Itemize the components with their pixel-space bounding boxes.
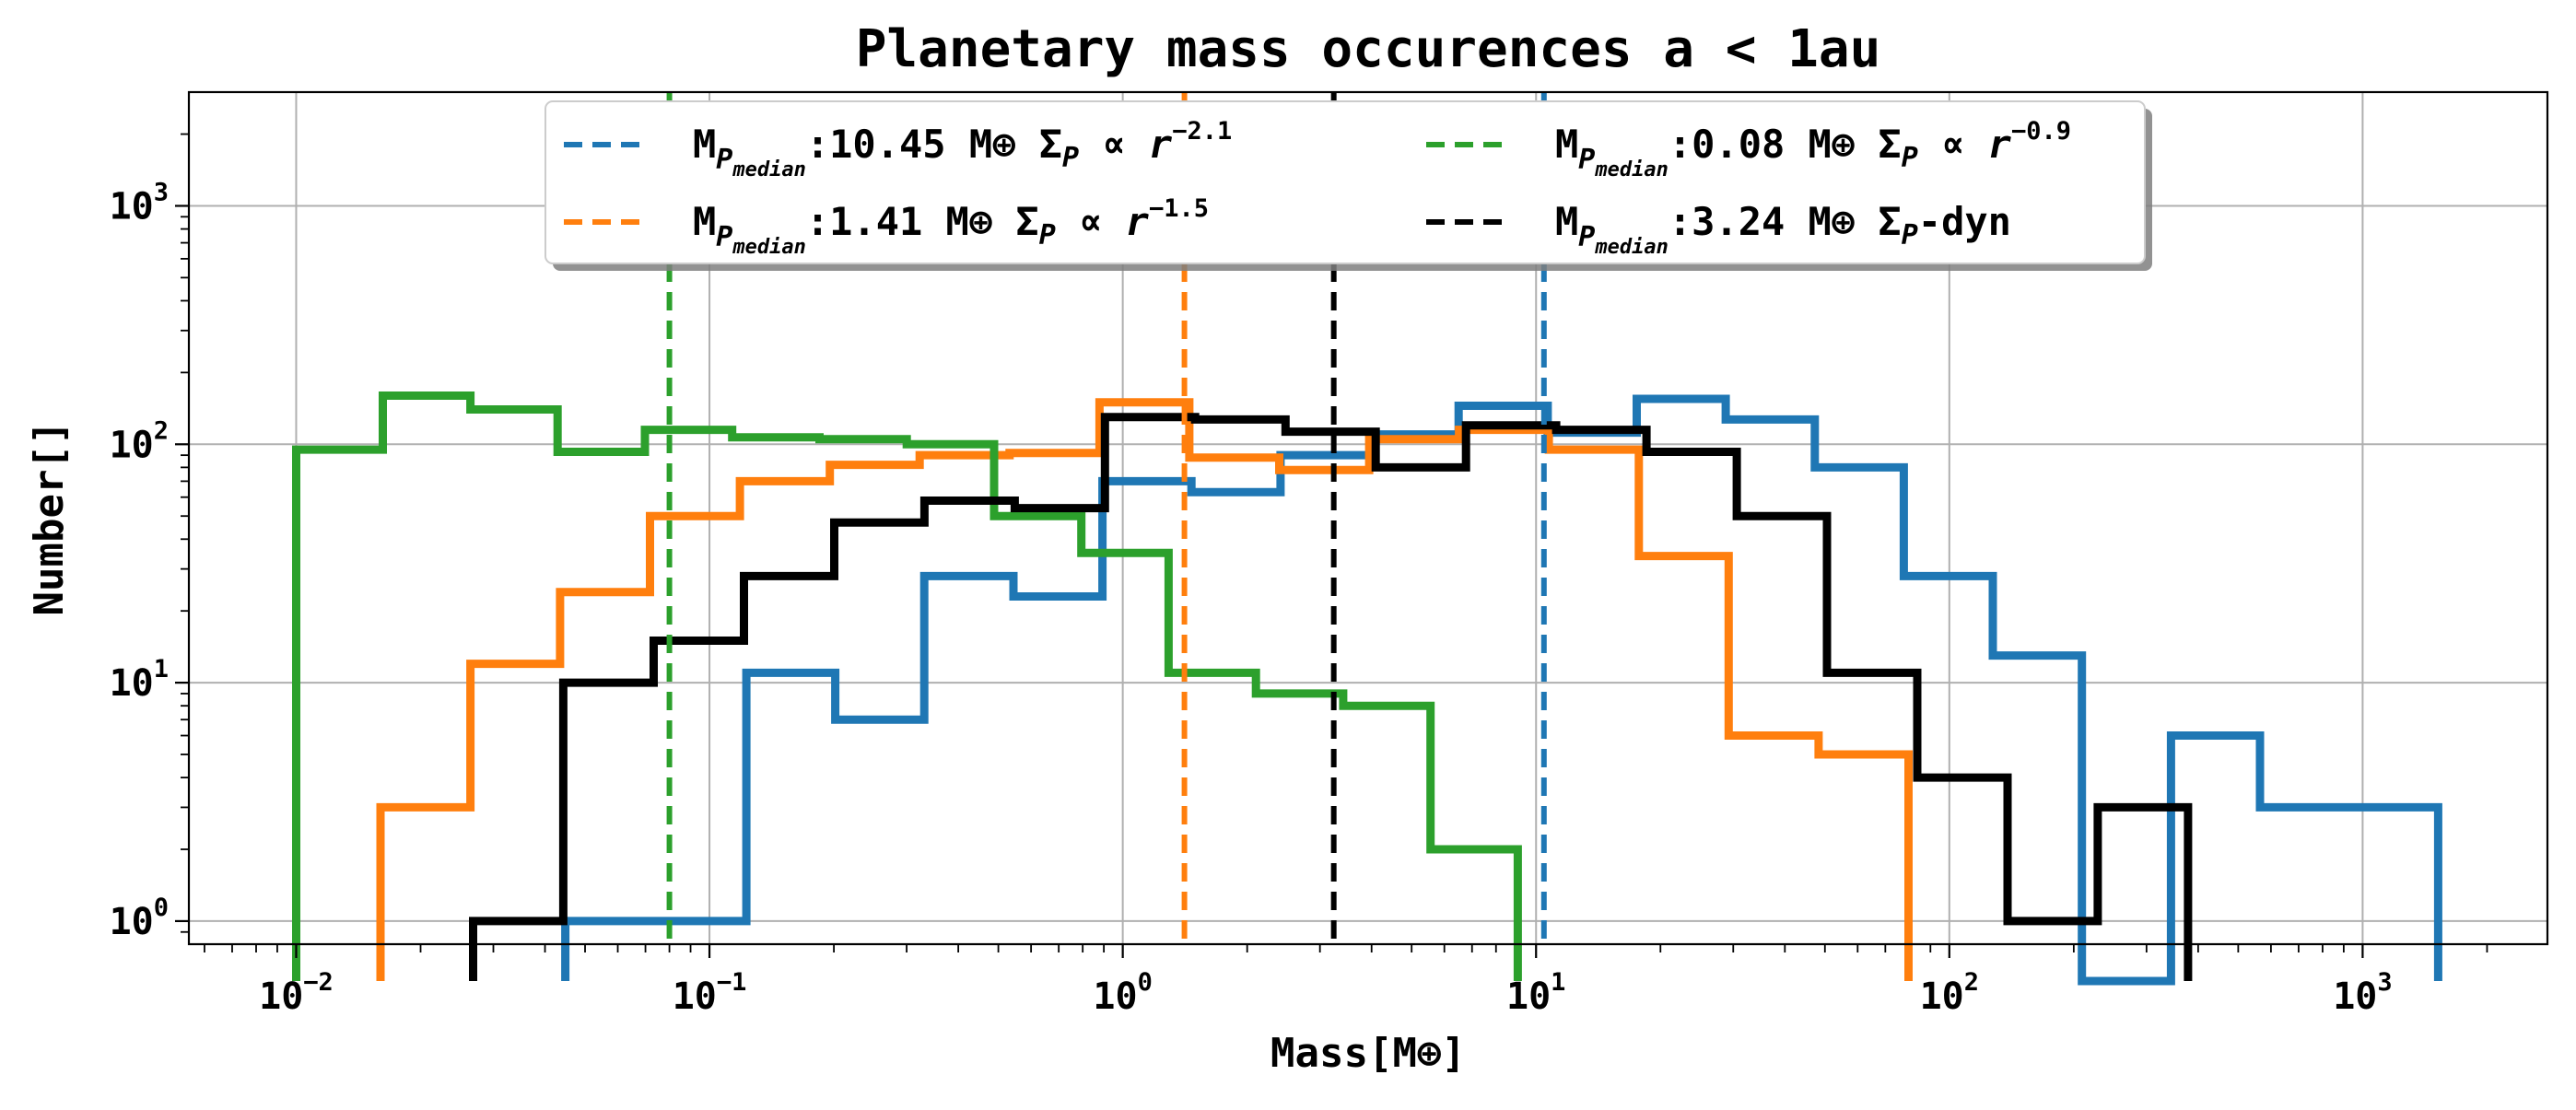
legend-mass-symbol: M — [693, 199, 716, 244]
x-tick-exponent: 2 — [1964, 968, 1979, 997]
y-axis-label: Number[] — [26, 421, 73, 616]
minor-ticks — [181, 133, 2488, 952]
x-tick-exponent: 0 — [1138, 968, 1153, 997]
y-tick-label: 103 — [110, 178, 169, 228]
x-tick-label: 103 — [2333, 968, 2392, 1018]
legend-sigma-subscript: P — [1062, 142, 1079, 174]
x-tick-label: 100 — [1093, 968, 1152, 1018]
x-tick-mantissa: 10 — [2333, 976, 2377, 1018]
x-axis-label: Mass[M⊕] — [1270, 1030, 1466, 1077]
legend-mass-subscript: P — [716, 221, 732, 253]
chart-title: Planetary mass occurences a < 1au — [856, 19, 1881, 79]
legend-sigma: Σ — [1015, 199, 1038, 244]
y-tick-mantissa: 10 — [110, 901, 154, 943]
y-tick-exponent: 1 — [154, 655, 169, 684]
legend-median-value: :0.08 M⊕ — [1669, 122, 1879, 167]
legend-mass-subscript: P — [1578, 221, 1595, 253]
series-step-3 — [292, 391, 1522, 981]
x-tick-mantissa: 10 — [1506, 976, 1551, 1018]
legend-sigma-subscript: P — [1039, 219, 1056, 251]
x-tick-mantissa: 10 — [1920, 976, 1964, 1018]
legend-exponent: −2.1 — [1172, 117, 1232, 146]
legend-relation: ∝ r — [1079, 122, 1173, 167]
legend-mass-subsubscript: median — [732, 158, 805, 181]
x-tick-mantissa: 10 — [259, 976, 303, 1018]
legend-sigma: Σ — [1878, 199, 1901, 244]
series-step-1 — [561, 394, 2442, 986]
y-tick-label: 100 — [110, 894, 169, 943]
legend-median-value: :1.41 M⊕ — [806, 199, 1016, 244]
legend-sigma: Σ — [1878, 122, 1901, 167]
x-tick-exponent: 1 — [1551, 968, 1565, 997]
legend-mass-subsubscript: median — [732, 236, 805, 259]
legend-median-value: :10.45 M⊕ — [806, 122, 1039, 167]
y-tick-exponent: 2 — [154, 416, 169, 445]
y-tick-label: 102 — [110, 416, 169, 466]
y-tick-exponent: 0 — [154, 894, 169, 922]
legend-exponent: −0.9 — [2011, 117, 2071, 146]
legend-label-3: MPmedian:0.08 M⊕ ΣP ∝ r−0.9 — [1555, 117, 2071, 181]
legend-mass-subscript: P — [716, 144, 732, 176]
legend-relation: ∝ r — [1918, 122, 2012, 167]
legend-mass-subsubscript: median — [1594, 158, 1668, 181]
legend-label-4: MPmedian:3.24 M⊕ ΣP-dyn — [1555, 199, 2011, 259]
y-tick-mantissa: 10 — [110, 662, 154, 705]
y-tick-label: 101 — [110, 655, 169, 705]
legend-mass-subsubscript: median — [1594, 236, 1668, 259]
x-tick-label: 10−1 — [673, 968, 747, 1018]
plot-frame — [187, 90, 2549, 946]
legend-relation: ∝ r — [1056, 199, 1150, 244]
legend-mass-symbol: M — [693, 122, 716, 167]
legend-sigma-subscript: P — [1902, 219, 1918, 251]
x-tick-mantissa: 10 — [1093, 976, 1137, 1018]
x-tick-label: 101 — [1506, 968, 1565, 1018]
legend-sigma: Σ — [1039, 122, 1062, 167]
legend-sigma-subscript: P — [1902, 142, 1918, 174]
legend-box — [544, 100, 2146, 264]
x-tick-exponent: −2 — [303, 968, 334, 997]
legend-label-1: MPmedian:10.45 M⊕ ΣP ∝ r−2.1 — [693, 117, 1232, 181]
legend-relation: -dyn — [1918, 199, 2011, 244]
legend-mass-symbol: M — [1555, 122, 1578, 167]
series-steps — [292, 391, 2442, 986]
x-tick-exponent: 3 — [2377, 968, 2392, 997]
series-step-2 — [376, 398, 1913, 981]
x-tick-mantissa: 10 — [673, 976, 717, 1018]
x-tick-label: 10−2 — [259, 968, 334, 1018]
legend: MPmedian:10.45 M⊕ ΣP ∝ r−2.1MPmedian:1.4… — [544, 100, 2152, 271]
legend-mass-symbol: M — [1555, 199, 1578, 244]
legend-mass-subscript: P — [1578, 144, 1595, 176]
x-tick-exponent: −1 — [717, 968, 747, 997]
y-tick-exponent: 3 — [154, 178, 169, 206]
y-tick-mantissa: 10 — [110, 185, 154, 228]
x-tick-label: 102 — [1920, 968, 1979, 1018]
y-tick-mantissa: 10 — [110, 424, 154, 466]
legend-exponent: −1.5 — [1149, 194, 1209, 223]
series-step-4 — [469, 413, 2193, 981]
legend-median-value: :3.24 M⊕ — [1669, 199, 1879, 244]
legend-label-2: MPmedian:1.41 M⊕ ΣP ∝ r−1.5 — [693, 194, 1209, 259]
